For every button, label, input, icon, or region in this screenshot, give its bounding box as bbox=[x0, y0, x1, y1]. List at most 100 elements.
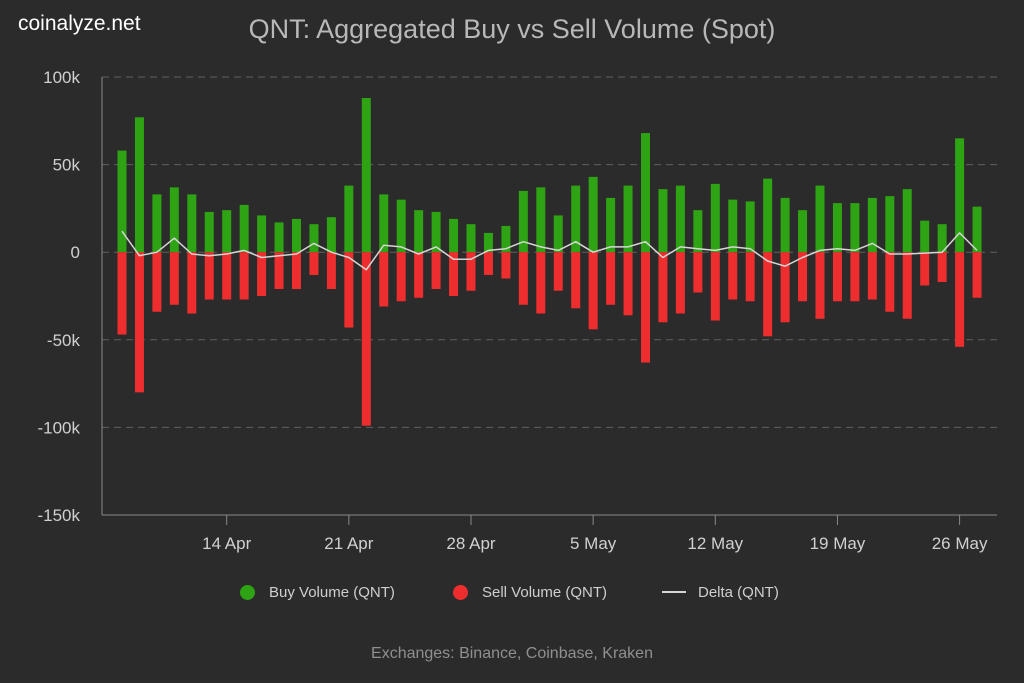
buy-bar bbox=[222, 210, 232, 253]
sell-bar bbox=[588, 252, 598, 330]
legend-item-delta[interactable]: Delta (QNT) bbox=[662, 580, 779, 604]
legend-delta-marker bbox=[662, 591, 686, 593]
x-tick-label: 28 Apr bbox=[446, 534, 495, 553]
sell-bar bbox=[326, 252, 336, 289]
legend-item-buy[interactable]: Buy Volume (QNT) bbox=[240, 580, 395, 604]
y-tick-label: -100k bbox=[37, 418, 80, 437]
buy-bar bbox=[606, 197, 616, 253]
legend-sell-label: Sell Volume (QNT) bbox=[482, 583, 608, 601]
buy-bar bbox=[257, 215, 267, 253]
sell-bar bbox=[920, 252, 930, 286]
sell-bar bbox=[379, 252, 389, 307]
buy-bar bbox=[675, 185, 685, 253]
y-tick-label: 50k bbox=[53, 156, 81, 175]
buy-bar bbox=[693, 210, 703, 253]
buy-bar bbox=[588, 176, 598, 253]
sell-bar bbox=[955, 252, 965, 347]
buy-bar bbox=[449, 218, 459, 253]
buy-bar bbox=[641, 133, 650, 253]
sell-bar bbox=[728, 252, 738, 300]
sell-bar bbox=[815, 252, 825, 319]
sell-bar bbox=[187, 252, 197, 314]
x-tick-label: 12 May bbox=[687, 534, 743, 553]
buy-bar bbox=[396, 199, 406, 253]
buy-bar bbox=[204, 211, 214, 253]
sell-bar bbox=[763, 252, 773, 337]
sell-bar bbox=[885, 252, 895, 312]
buy-bar bbox=[414, 210, 424, 253]
legend-item-sell[interactable]: Sell Volume (QNT) bbox=[453, 580, 607, 604]
delta-line bbox=[121, 230, 978, 271]
sell-bar bbox=[571, 252, 581, 309]
sell-bar bbox=[850, 252, 860, 302]
x-tick-label: 26 May bbox=[932, 534, 988, 553]
legend: Buy Volume (QNT) Sell Volume (QNT) Delta… bbox=[0, 580, 1024, 604]
delta-layer bbox=[121, 230, 978, 271]
grid-layer bbox=[102, 76, 997, 428]
buy-bar bbox=[745, 201, 755, 253]
buy-bar bbox=[955, 138, 965, 253]
axis-layer bbox=[101, 77, 997, 525]
legend-sell-marker bbox=[453, 584, 468, 600]
sell-bar bbox=[710, 252, 720, 321]
chart-title: QNT: Aggregated Buy vs Sell Volume (Spot… bbox=[248, 14, 776, 44]
buy-bar bbox=[117, 150, 127, 253]
x-tick-label: 14 Apr bbox=[202, 534, 251, 553]
x-tick-label: 5 May bbox=[570, 534, 617, 553]
buy-bar bbox=[518, 190, 528, 253]
sell-bar bbox=[937, 252, 947, 282]
buy-bar bbox=[274, 222, 284, 253]
y-tick-label: -150k bbox=[37, 506, 80, 525]
sell-bar bbox=[675, 252, 685, 314]
y-tick-label: 100k bbox=[43, 68, 80, 87]
sell-bar bbox=[780, 252, 790, 323]
bar-layer bbox=[117, 98, 982, 426]
sell-bar bbox=[867, 252, 877, 300]
sell-bar bbox=[117, 252, 127, 335]
buy-bar bbox=[292, 218, 301, 253]
legend-delta-label: Delta (QNT) bbox=[698, 583, 779, 601]
buy-bar bbox=[134, 117, 144, 253]
sell-bar bbox=[518, 252, 528, 305]
y-tick-label: 0 bbox=[71, 243, 80, 262]
buy-bar bbox=[780, 197, 790, 253]
sell-bar bbox=[449, 252, 459, 296]
sell-bar bbox=[658, 252, 668, 323]
sell-bar bbox=[972, 252, 982, 298]
sell-bar bbox=[344, 252, 354, 328]
buy-bar bbox=[710, 183, 720, 253]
sell-bar bbox=[204, 252, 214, 300]
buy-bar bbox=[815, 185, 825, 253]
sell-bar bbox=[239, 252, 249, 300]
buy-bar bbox=[379, 194, 389, 253]
buy-bar bbox=[326, 217, 336, 253]
sell-bar bbox=[745, 252, 755, 302]
legend-buy-marker bbox=[240, 584, 255, 600]
sell-bar bbox=[902, 252, 912, 319]
buy-bar bbox=[431, 211, 441, 253]
buy-bar bbox=[239, 204, 249, 253]
site-brand: coinalyze.net bbox=[18, 12, 141, 35]
buy-bar bbox=[658, 189, 668, 253]
sell-bar bbox=[832, 252, 842, 302]
buy-bar bbox=[867, 197, 877, 253]
sell-bar bbox=[222, 252, 232, 300]
sell-bar bbox=[309, 252, 319, 275]
sell-bar bbox=[553, 252, 563, 291]
x-tick-label: 19 May bbox=[810, 534, 866, 553]
buy-bar bbox=[553, 215, 563, 253]
y-tick-label: -50k bbox=[47, 331, 81, 350]
label-layer: 100k 50k 0 -50k -100k -150k 14 Apr 21 Apr 28 Apr… bbox=[37, 68, 988, 553]
sell-bar bbox=[396, 252, 406, 302]
buy-bar bbox=[169, 187, 179, 253]
buy-bar bbox=[885, 196, 895, 253]
sell-bar bbox=[431, 252, 441, 289]
sell-bar bbox=[257, 252, 267, 296]
sell-bar bbox=[274, 252, 284, 289]
sell-bar bbox=[152, 252, 162, 312]
buy-bar bbox=[937, 224, 947, 253]
buy-bar bbox=[187, 194, 197, 253]
exchanges-footer: Exchanges: Binance, Coinbase, Kraken bbox=[371, 645, 653, 662]
buy-bar bbox=[501, 225, 511, 253]
